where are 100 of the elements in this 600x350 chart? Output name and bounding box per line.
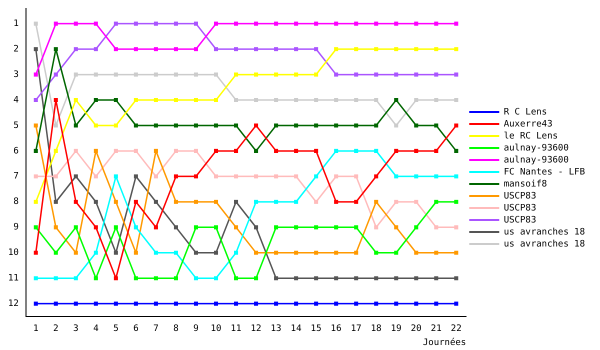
point	[214, 22, 218, 26]
point	[74, 47, 78, 52]
x-tick-label: 6	[133, 324, 139, 334]
point	[114, 174, 118, 178]
legend-label: USCP83	[504, 191, 536, 202]
point	[94, 276, 98, 280]
point	[54, 72, 58, 77]
point	[334, 72, 338, 77]
point	[134, 72, 138, 77]
legend-label: FC Nantes - LFB	[504, 167, 586, 178]
legend-label: mansoif8	[504, 179, 548, 190]
x-tick-label: 21	[430, 324, 442, 334]
point	[414, 47, 418, 52]
x-tick-label: 9	[193, 324, 199, 334]
point	[114, 123, 118, 128]
point	[374, 200, 378, 204]
point	[134, 148, 138, 153]
point	[54, 123, 58, 128]
point	[434, 276, 438, 280]
point	[414, 302, 418, 306]
point	[274, 225, 278, 230]
point	[74, 174, 78, 178]
point	[34, 148, 38, 153]
point	[374, 225, 378, 230]
point	[94, 123, 98, 128]
point	[314, 250, 318, 255]
point	[194, 123, 198, 128]
point	[434, 98, 438, 102]
point	[94, 174, 98, 178]
point	[134, 98, 138, 102]
point	[274, 47, 278, 52]
point	[274, 250, 278, 255]
point	[354, 98, 358, 102]
point	[394, 72, 398, 77]
point	[254, 123, 258, 128]
point	[454, 250, 458, 255]
point	[434, 174, 438, 178]
point	[294, 72, 298, 77]
point	[434, 225, 438, 230]
point	[334, 276, 338, 280]
point	[114, 276, 118, 280]
point	[294, 22, 298, 26]
point	[234, 123, 238, 128]
point	[214, 174, 218, 178]
point	[394, 148, 398, 153]
point	[314, 276, 318, 280]
point	[114, 72, 118, 77]
point	[354, 200, 358, 204]
point	[434, 200, 438, 204]
x-tick-label: 4	[93, 324, 99, 334]
point	[254, 22, 258, 26]
point	[54, 225, 58, 230]
y-tick-label: 3	[13, 70, 19, 80]
point	[394, 250, 398, 255]
point	[114, 302, 118, 306]
point	[274, 200, 278, 204]
x-tick-label: 5	[113, 324, 119, 334]
point	[414, 148, 418, 153]
point	[154, 22, 158, 26]
legend-label: USCP83	[504, 203, 536, 214]
point	[314, 302, 318, 306]
point	[374, 276, 378, 280]
point	[454, 148, 458, 153]
point	[234, 72, 238, 77]
y-tick-label: 5	[13, 120, 19, 131]
point	[54, 98, 58, 102]
y-tick-label: 8	[13, 197, 19, 208]
point	[154, 200, 158, 204]
point	[194, 47, 198, 52]
y-tick-label: 11	[8, 274, 19, 284]
point	[74, 200, 78, 204]
point	[174, 250, 178, 255]
point	[214, 72, 218, 77]
point	[194, 276, 198, 280]
point	[74, 148, 78, 153]
y-tick-label: 1	[13, 19, 19, 30]
y-tick-label: 9	[13, 222, 19, 233]
point	[154, 174, 158, 178]
point	[334, 225, 338, 230]
y-tick-label: 10	[8, 248, 19, 258]
point	[414, 22, 418, 26]
point	[354, 225, 358, 230]
point	[394, 123, 398, 128]
point	[194, 98, 198, 102]
point	[274, 148, 278, 153]
point	[214, 98, 218, 102]
point	[254, 302, 258, 306]
point	[354, 72, 358, 77]
point	[174, 225, 178, 230]
point	[54, 148, 58, 153]
point	[274, 22, 278, 26]
point	[294, 123, 298, 128]
point	[234, 174, 238, 178]
point	[374, 72, 378, 77]
point	[334, 250, 338, 255]
point	[434, 250, 438, 255]
point	[234, 200, 238, 204]
point	[94, 148, 98, 153]
point	[194, 200, 198, 204]
point	[134, 200, 138, 204]
